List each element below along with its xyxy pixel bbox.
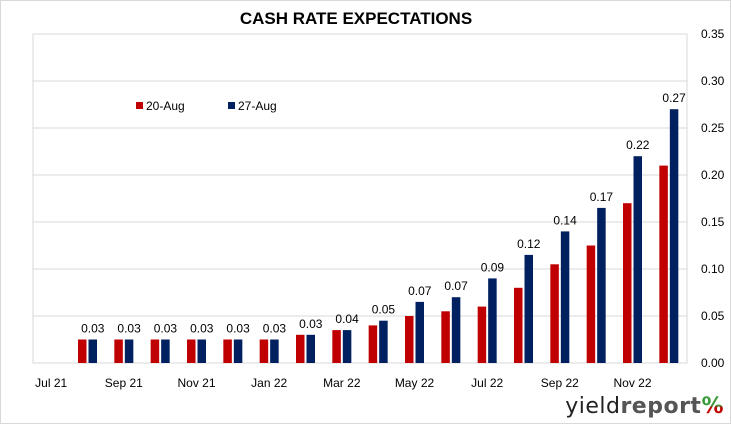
bar-27-aug-nov-21 [197, 339, 206, 363]
bar-27-aug-sep-21 [124, 339, 134, 363]
data-label: 0.14 [553, 213, 577, 227]
bar-20-aug-dec-22 [659, 165, 668, 363]
bar-20-aug-mar-22 [332, 330, 341, 363]
bar-20-aug-jun-22 [441, 311, 450, 363]
logo-text-report: report [620, 394, 702, 419]
data-label: 0.03 [81, 322, 105, 336]
bar-27-aug-sep-22 [560, 231, 570, 363]
x-tick-label: Jan 22 [251, 376, 287, 390]
chart-title: CASH RATE EXPECTATIONS [240, 9, 472, 28]
y-tick-label: 0.05 [701, 309, 725, 323]
bar-20-aug-aug-21 [78, 339, 87, 363]
plot-area-border [32, 33, 688, 364]
bar-27-aug-jul-22 [488, 278, 497, 363]
data-label: 0.07 [408, 284, 432, 298]
x-tick-label: Mar 22 [323, 376, 361, 390]
bar-27-aug-dec-21 [233, 339, 243, 363]
logo-text-yield: yield [565, 394, 621, 419]
bar-20-aug-feb-22 [296, 334, 305, 363]
x-tick-label: Nov 22 [613, 376, 651, 390]
bar-20-aug-jan-22 [259, 339, 269, 363]
y-tick-label: 0.25 [701, 121, 725, 135]
data-label: 0.27 [662, 91, 686, 105]
legend-swatch-27-aug [228, 102, 235, 109]
bar-27-aug-jun-22 [451, 297, 461, 363]
y-tick-label: 0.35 [701, 27, 725, 41]
x-tick-label: Nov 21 [177, 376, 215, 390]
data-label: 0.22 [626, 138, 650, 152]
bar-20-aug-nov-21 [187, 339, 196, 363]
x-tick-label: May 22 [395, 376, 435, 390]
y-tick-label: 0.20 [701, 168, 725, 182]
x-tick-label: Sep 22 [541, 376, 579, 390]
bar-27-aug-oct-22 [597, 207, 606, 363]
bar-27-aug-feb-22 [306, 334, 315, 363]
x-tick-label: Sep 21 [105, 376, 143, 390]
bar-20-aug-may-22 [405, 316, 414, 363]
data-label: 0.17 [590, 190, 614, 204]
y-tick-label: 0.00 [701, 356, 725, 370]
y-tick-label: 0.15 [701, 215, 725, 229]
data-label: 0.03 [190, 322, 214, 336]
data-label: 0.03 [263, 322, 287, 336]
legend-swatch-20-aug [136, 102, 143, 109]
bar-27-aug-aug-21 [88, 339, 97, 363]
bar-27-aug-aug-22 [524, 254, 533, 363]
x-tick-label: Jul 21 [35, 376, 67, 390]
data-label: 0.05 [372, 303, 396, 317]
bar-20-aug-oct-21 [150, 339, 160, 363]
data-label: 0.07 [444, 279, 468, 293]
yieldreport-logo: yieldreport% [565, 394, 724, 419]
bar-20-aug-sep-22 [550, 264, 559, 363]
bar-20-aug-jul-22 [477, 306, 487, 363]
data-label: 0.03 [226, 322, 250, 336]
legend-label-20-aug: 20-Aug [146, 99, 185, 113]
bar-27-aug-mar-22 [342, 330, 352, 363]
bar-27-aug-jan-22 [270, 339, 279, 363]
bar-20-aug-aug-22 [514, 287, 523, 363]
data-label: 0.03 [154, 322, 178, 336]
bar-27-aug-dec-22 [669, 109, 679, 363]
x-tick-label: Jul 22 [471, 376, 503, 390]
data-label: 0.12 [517, 237, 541, 251]
bar-27-aug-apr-22 [379, 320, 388, 363]
data-label: 0.03 [117, 322, 141, 336]
data-label: 0.09 [481, 260, 505, 274]
legend-label-27-aug: 27-Aug [238, 99, 277, 113]
bar-27-aug-may-22 [415, 301, 424, 363]
bar-27-aug-nov-22 [633, 156, 642, 363]
data-label: 0.03 [299, 317, 323, 331]
bar-20-aug-apr-22 [368, 325, 378, 363]
y-tick-label: 0.30 [701, 74, 725, 88]
bar-20-aug-sep-21 [114, 339, 123, 363]
bar-20-aug-oct-22 [586, 245, 596, 363]
bar-20-aug-nov-22 [623, 203, 632, 363]
y-tick-label: 0.10 [701, 262, 725, 276]
bar-27-aug-oct-21 [161, 339, 170, 363]
bar-20-aug-dec-21 [223, 339, 232, 363]
data-label: 0.04 [335, 312, 359, 326]
logo-percent-icon: % [701, 394, 724, 419]
